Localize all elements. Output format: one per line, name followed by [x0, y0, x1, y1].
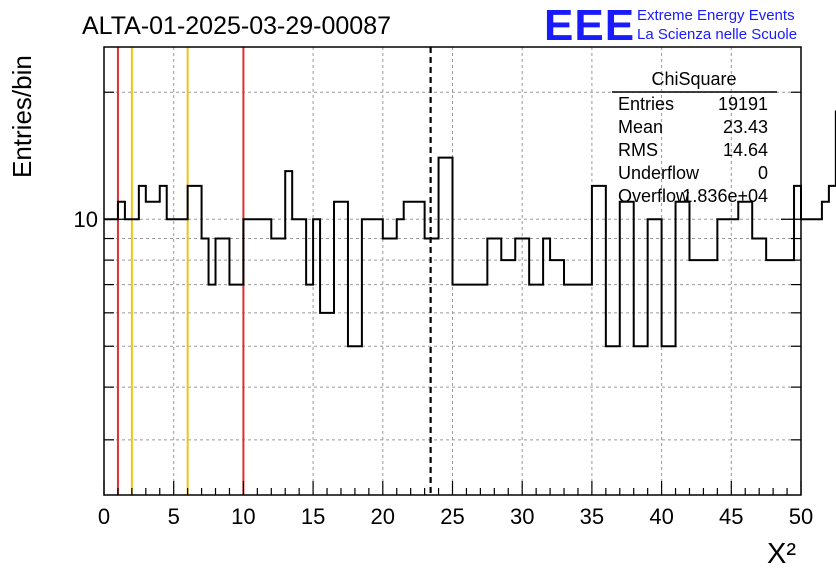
- histogram-series: [104, 110, 836, 348]
- stats-overflow-value: 1.836e+04: [682, 186, 768, 206]
- y-tick-label: 10: [74, 207, 98, 232]
- x-tick-label: 30: [510, 504, 534, 529]
- x-tick-label: 5: [168, 504, 180, 529]
- x-tick-label: 40: [649, 504, 673, 529]
- logo-line1: Extreme Energy Events: [637, 7, 795, 24]
- x-tick-label: 45: [719, 504, 743, 529]
- chart-title: ALTA-01-2025-03-29-00087: [82, 12, 391, 40]
- stats-mean-label: Mean: [618, 117, 663, 137]
- marker-lines: [116, 47, 432, 495]
- stats-entries-value: 19191: [718, 94, 768, 114]
- stats-rms-value: 14.64: [723, 140, 768, 160]
- y-axis-label: Entries/bin: [7, 55, 37, 178]
- axis-ticks: [103, 91, 802, 495]
- x-tick-labels: 0 5 10 15 20 25 30 35 40 45 50: [98, 504, 813, 529]
- stats-underflow-value: 0: [758, 163, 768, 183]
- x-tick-label: 50: [789, 504, 813, 529]
- stats-overflow-label: Overflow: [618, 186, 690, 206]
- stats-title: ChiSquare: [651, 69, 736, 89]
- x-tick-label: 10: [231, 504, 255, 529]
- eee-logo: EEE Extreme Energy Events La Scienza nel…: [544, 1, 797, 50]
- stats-entries-label: Entries: [618, 94, 674, 114]
- stats-mean-value: 23.43: [723, 117, 768, 137]
- logo-mark: EEE: [544, 1, 635, 50]
- x-tick-label: 0: [98, 504, 110, 529]
- stats-underflow-label: Underflow: [618, 163, 700, 183]
- x-tick-label: 20: [371, 504, 395, 529]
- x-tick-label: 25: [440, 504, 464, 529]
- stats-rms-label: RMS: [618, 140, 658, 160]
- stats-box: ChiSquare Entries 19191 Mean 23.43 RMS 1…: [612, 69, 777, 206]
- x-tick-label: 35: [580, 504, 604, 529]
- logo-line2: La Scienza nelle Scuole: [637, 26, 797, 43]
- x-axis-label: X²: [767, 538, 796, 570]
- x-tick-label: 15: [301, 504, 325, 529]
